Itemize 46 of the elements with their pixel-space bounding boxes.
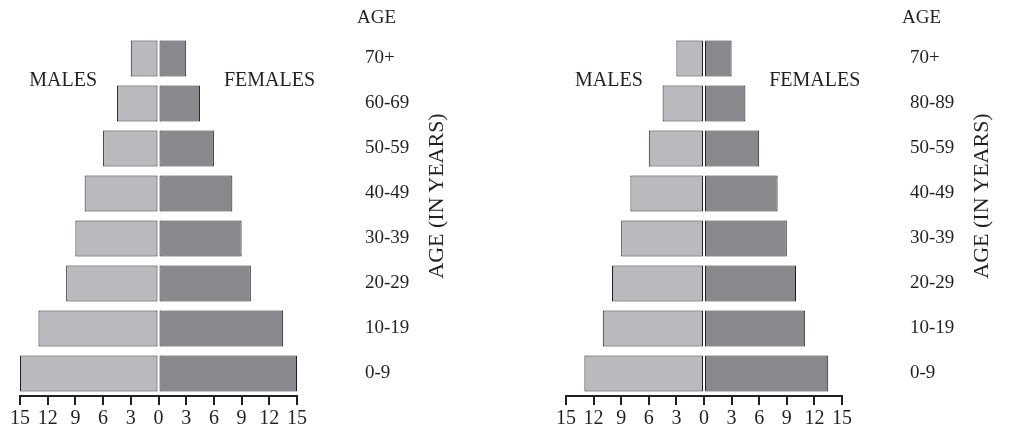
y-tick-label: 10-19 — [365, 316, 410, 338]
x-tick-label: 6 — [208, 406, 219, 429]
x-tick-label: 15 — [832, 406, 852, 429]
series-label: FEMALES — [223, 68, 316, 91]
y-tick-label: 20-29 — [365, 271, 410, 293]
y-tick-label: 70+ — [910, 46, 940, 68]
y-tick-label: 50-59 — [365, 136, 410, 158]
y-tick-label: 20-29 — [910, 271, 955, 293]
x-tick-label: 15 — [556, 406, 576, 429]
x-tick-label: 6 — [98, 406, 109, 429]
x-tick-label: 9 — [616, 406, 627, 429]
y-tick-label: 70+ — [365, 46, 395, 68]
x-tick-label: 9 — [70, 406, 81, 429]
x-tick-label: 12 — [259, 406, 280, 429]
x-tick-label: 9 — [236, 406, 247, 429]
y-tick-label: 30-39 — [910, 226, 955, 248]
series-label: MALES — [29, 68, 98, 91]
y-tick-label: 0-9 — [365, 361, 391, 383]
x-tick-label: 3 — [125, 406, 136, 429]
y-tick-label: 80-89 — [910, 91, 955, 113]
x-tick-label: 15 — [287, 406, 307, 429]
y-axis-title: AGE (IN YEARS) — [422, 113, 448, 279]
text: AGE — [902, 5, 942, 27]
y-tick-label: 0-9 — [910, 361, 936, 383]
x-tick-label: 6 — [754, 406, 765, 429]
y-axis-title: AGE (IN YEARS) — [967, 113, 993, 279]
series-label: FEMALES — [769, 68, 861, 91]
y-tick-label: 30-39 — [365, 226, 410, 248]
x-tick-label: 0 — [153, 406, 164, 429]
x-tick-label: 15 — [10, 406, 30, 429]
y-tick-label: 50-59 — [910, 136, 955, 158]
x-tick-label: 9 — [781, 406, 792, 429]
x-tick-label: 3 — [726, 406, 737, 429]
x-tick-label: 12 — [583, 406, 604, 429]
y-tick-label: 40-49 — [365, 181, 410, 203]
x-tick-label: 6 — [643, 406, 654, 429]
y-tick-label: 40-49 — [910, 181, 955, 203]
y-tick-label: 10-19 — [910, 316, 955, 338]
series-label: MALES — [575, 68, 643, 91]
x-tick-label: 12 — [37, 406, 58, 429]
y-tick-label: 60-69 — [365, 91, 410, 113]
x-tick-label: 3 — [181, 406, 192, 429]
x-tick-label: 3 — [671, 406, 682, 429]
x-tick-label: 12 — [804, 406, 825, 429]
text: AGE — [357, 5, 397, 27]
x-tick-label: 0 — [699, 406, 709, 429]
